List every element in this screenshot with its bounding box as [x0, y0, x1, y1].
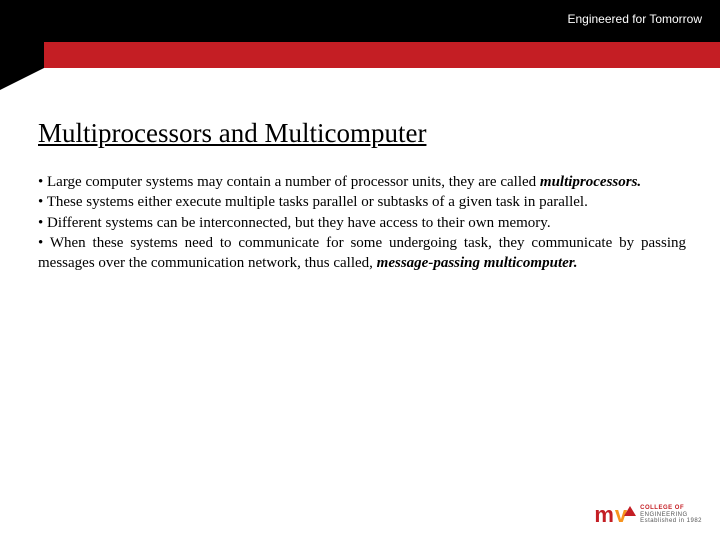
- logo-line1: COLLEGE OF: [640, 505, 702, 512]
- bullet-2: • These systems either execute multiple …: [38, 192, 686, 212]
- bullet-4-text: • When these systems need to communicate…: [38, 235, 686, 271]
- logo-letter-m: m: [594, 504, 614, 526]
- tagline: Engineered for Tomorrow: [567, 12, 702, 26]
- logo-line3: Established in 1982: [640, 518, 702, 525]
- bullet-1-bold: multiprocessors.: [540, 174, 641, 190]
- page-title: Multiprocessors and Multicomputer: [38, 118, 426, 149]
- top-left-black-block: [0, 42, 44, 68]
- top-left-triangle: [0, 68, 44, 90]
- header-bar: Engineered for Tomorrow: [0, 0, 720, 42]
- bullet-4: • When these systems need to communicate…: [38, 233, 686, 274]
- bullet-1: • Large computer systems may contain a n…: [38, 172, 686, 192]
- logo-text: COLLEGE OF ENGINEERING Established in 19…: [640, 505, 702, 525]
- college-logo: m v COLLEGE OF ENGINEERING Established i…: [594, 504, 702, 526]
- logo-line2: ENGINEERING: [640, 512, 702, 519]
- logo-triangle-icon: [624, 506, 636, 516]
- logo-mark: m v: [594, 504, 636, 526]
- slide-body: • Large computer systems may contain a n…: [38, 172, 686, 273]
- red-accent-bar: [0, 42, 720, 68]
- bullet-3: • Different systems can be interconnecte…: [38, 213, 686, 233]
- bullet-4-bold: message-passing multicomputer.: [377, 255, 578, 271]
- bullet-1-text: • Large computer systems may contain a n…: [38, 174, 540, 190]
